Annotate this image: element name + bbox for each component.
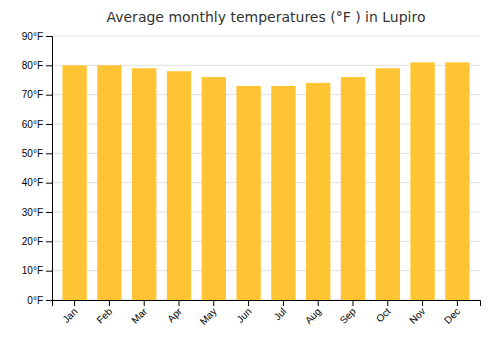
y-tick: 0°F — [27, 295, 52, 306]
x-tick: Oct — [374, 300, 393, 324]
x-tick: Jan — [60, 300, 79, 325]
x-tick-mark — [387, 300, 388, 306]
y-tick-mark — [46, 153, 52, 154]
bar — [445, 62, 469, 300]
y-tick: 80°F — [22, 60, 52, 71]
y-tick-label: 0°F — [27, 295, 43, 306]
y-tick-mark — [46, 95, 52, 96]
bar — [167, 71, 191, 300]
y-tick: 40°F — [22, 177, 52, 188]
x-tick-label: Oct — [374, 306, 393, 325]
x-axis: Jan Feb Mar Apr May Jun Jul Aug Sep Oct Nov Dec — [53, 300, 481, 327]
y-tick: 60°F — [22, 119, 52, 130]
y-tick-mark — [46, 36, 52, 37]
x-tick-label: Jan — [60, 306, 79, 325]
y-tick-label: 30°F — [22, 207, 43, 218]
x-tick: Dec — [442, 300, 462, 326]
y-tick-mark — [46, 183, 52, 184]
bar — [306, 83, 330, 300]
chart-title: Average monthly temperatures (°F ) in Lu… — [106, 9, 425, 25]
y-tick-label: 80°F — [22, 60, 43, 71]
x-tick: Feb — [94, 300, 114, 326]
y-tick-mark — [46, 124, 52, 125]
x-tick-label: Sep — [338, 305, 359, 326]
chart-svg: Average monthly temperatures (°F ) in Lu… — [0, 0, 500, 350]
y-tick-label: 60°F — [22, 119, 43, 130]
x-tick-label: Apr — [165, 305, 184, 324]
y-tick: 70°F — [22, 89, 52, 100]
y-tick-label: 10°F — [22, 265, 43, 276]
bar — [271, 86, 295, 300]
x-tick-mark — [422, 300, 423, 306]
y-tick-label: 90°F — [22, 31, 43, 42]
bar — [341, 77, 365, 300]
x-tick-label: May — [198, 306, 219, 327]
x-tick: Jun — [234, 300, 253, 325]
bar — [202, 77, 226, 300]
x-tick-mark — [179, 300, 180, 306]
bar — [410, 62, 434, 300]
x-tick-mark — [74, 300, 75, 306]
x-tick-mark — [318, 300, 319, 306]
y-tick-mark — [46, 271, 52, 272]
x-tick-mark — [213, 300, 214, 306]
bar — [62, 65, 86, 300]
x-tick: Jul — [272, 300, 289, 322]
y-tick: 90°F — [22, 31, 52, 42]
y-axis: 0°F 10°F 20°F 30°F 40°F 50°F 60°F 70°F 80°F 90°F — [22, 31, 53, 306]
y-tick-mark — [46, 241, 52, 242]
x-tick-mark — [109, 300, 110, 306]
y-tick: 50°F — [22, 148, 52, 159]
x-tick-label: Dec — [442, 306, 462, 326]
bar — [132, 68, 156, 300]
x-tick-label: Jun — [234, 306, 253, 325]
x-tick: Apr — [165, 300, 184, 324]
y-axis-line — [46, 37, 53, 301]
y-tick: 20°F — [22, 236, 52, 247]
x-tick-label: Jul — [272, 306, 289, 323]
grid — [52, 36, 480, 300]
y-tick-label: 50°F — [22, 148, 43, 159]
x-tick-label: Nov — [407, 306, 427, 326]
y-tick: 30°F — [22, 207, 52, 218]
bar — [376, 68, 400, 300]
y-tick-mark — [46, 65, 52, 66]
x-axis-line — [53, 301, 481, 307]
y-tick-label: 40°F — [22, 177, 43, 188]
x-tick-label: Aug — [303, 306, 323, 326]
x-tick-mark — [248, 300, 249, 306]
y-tick: 10°F — [22, 265, 52, 276]
bar — [97, 65, 121, 300]
x-tick: Nov — [407, 300, 427, 326]
x-tick-mark — [457, 300, 458, 306]
y-tick-mark — [46, 300, 52, 301]
bar — [236, 86, 260, 300]
x-tick-mark — [283, 300, 284, 306]
x-tick-mark — [144, 300, 145, 306]
x-tick: Mar — [129, 300, 149, 326]
y-tick-label: 70°F — [22, 89, 43, 100]
x-tick-label: Feb — [94, 305, 114, 325]
chart-container: Average monthly temperatures (°F ) in Lu… — [0, 0, 500, 350]
x-tick: May — [198, 300, 219, 327]
plot-area: Jan Feb Mar Apr May Jun Jul Aug Sep Oct Nov Dec 0°F 1… — [22, 31, 481, 327]
y-tick-label: 20°F — [22, 236, 43, 247]
y-tick-mark — [46, 212, 52, 213]
x-tick: Aug — [303, 300, 323, 326]
x-tick: Sep — [338, 300, 359, 326]
bars — [62, 62, 469, 300]
x-tick-label: Mar — [129, 305, 149, 325]
x-tick-mark — [352, 300, 353, 306]
grid-line — [52, 36, 480, 37]
